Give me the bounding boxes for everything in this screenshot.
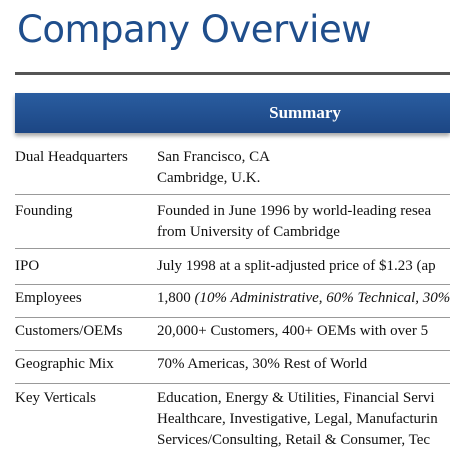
table-header-text: Summary <box>15 103 450 123</box>
row-value: 70% Americas, 30% Rest of World <box>157 354 367 375</box>
row-label: Dual Headquarters <box>15 147 128 168</box>
value-text: from University of Cambridge <box>157 224 340 240</box>
row-separator <box>15 194 450 195</box>
row-label: Key Verticals <box>15 388 96 409</box>
value-line: Founded in June 1996 by world-leading re… <box>157 201 431 222</box>
row-value: Education, Energy & Utilities, Financial… <box>157 388 438 451</box>
value-line: Education, Energy & Utilities, Financial… <box>157 388 438 409</box>
table-header: Summary <box>15 93 450 133</box>
value-line: July 1998 at a split-adjusted price of $… <box>157 256 436 277</box>
page-title: Company Overview <box>17 8 371 51</box>
row-label: Founding <box>15 201 73 222</box>
value-line: Services/Consulting, Retail & Consumer, … <box>157 430 438 451</box>
value-line: 70% Americas, 30% Rest of World <box>157 354 367 375</box>
value-text: Education, Energy & Utilities, Financial… <box>157 390 435 406</box>
row-value: 1,800 (10% Administrative, 60% Technical… <box>157 288 450 309</box>
value-line: Healthcare, Investigative, Legal, Manufa… <box>157 409 438 430</box>
value-line: from University of Cambridge <box>157 222 431 243</box>
value-text: Founded in June 1996 by world-leading re… <box>157 203 431 219</box>
row-value: July 1998 at a split-adjusted price of $… <box>157 256 436 277</box>
value-line: 20,000+ Customers, 400+ OEMs with over 5 <box>157 321 428 342</box>
row-label: Employees <box>15 288 82 309</box>
row-label: IPO <box>15 256 39 277</box>
value-line: San Francisco, CA <box>157 147 270 168</box>
value-text: Cambridge, U.K. <box>157 170 260 186</box>
row-label: Customers/OEMs <box>15 321 123 342</box>
row-value: San Francisco, CA Cambridge, U.K. <box>157 147 270 189</box>
row-separator <box>15 383 450 384</box>
row-separator <box>15 284 450 285</box>
row-value: 20,000+ Customers, 400+ OEMs with over 5 <box>157 321 428 342</box>
title-rule <box>15 72 450 75</box>
row-label: Geographic Mix <box>15 354 114 375</box>
value-note: (10% Administrative, 60% Technical, 30% <box>195 290 450 306</box>
row-separator <box>15 350 450 351</box>
row-separator <box>15 317 450 318</box>
value-text: San Francisco, CA <box>157 149 270 165</box>
value-text: Services/Consulting, Retail & Consumer, … <box>157 432 430 448</box>
value-text: 1,800 <box>157 290 191 306</box>
row-separator <box>15 248 450 249</box>
value-text: 70% Americas, 30% Rest of World <box>157 356 367 372</box>
value-text: Healthcare, Investigative, Legal, Manufa… <box>157 411 438 427</box>
value-text: July 1998 at a split-adjusted price of $… <box>157 258 436 274</box>
value-line: 1,800 (10% Administrative, 60% Technical… <box>157 288 450 309</box>
row-value: Founded in June 1996 by world-leading re… <box>157 201 431 243</box>
value-line: Cambridge, U.K. <box>157 168 270 189</box>
value-text: 20,000+ Customers, 400+ OEMs with over 5 <box>157 323 428 339</box>
